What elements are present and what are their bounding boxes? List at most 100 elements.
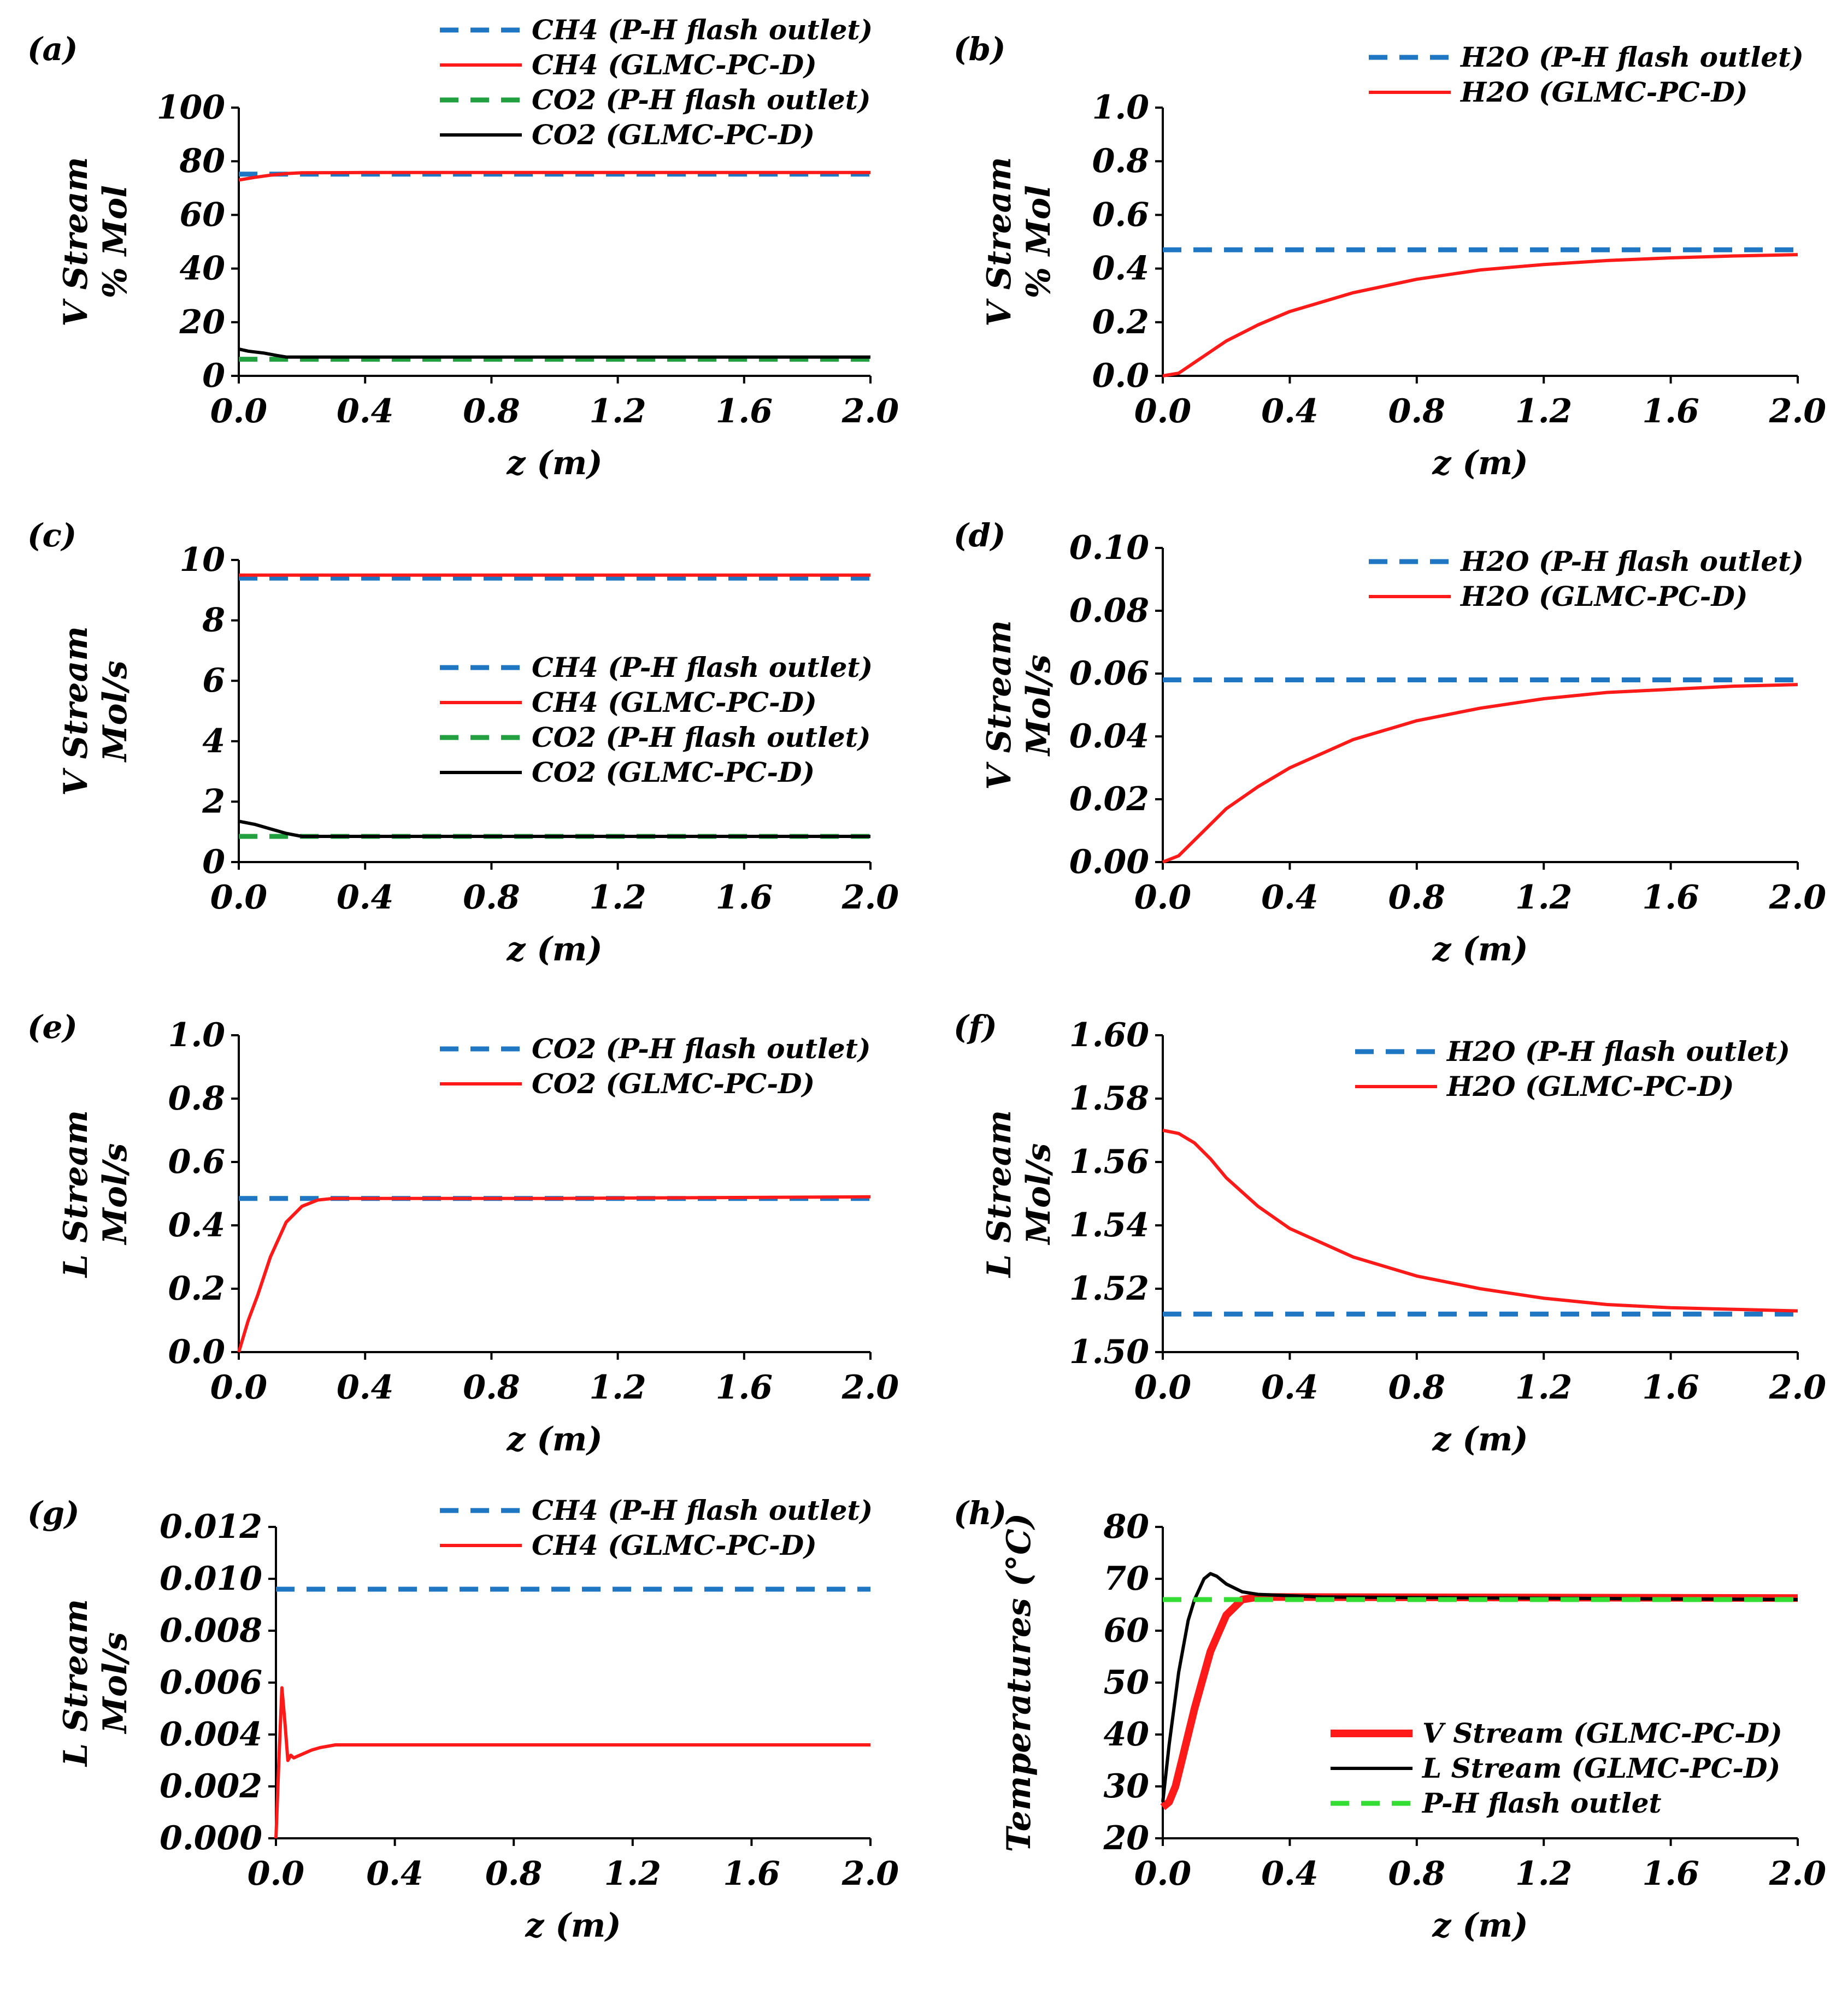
panel-g-x-axis-label: z (m) (525, 1907, 621, 1945)
panel-b-x-tick-label: 1.6 (1642, 392, 1699, 430)
panel-c-y-tick-label: 4 (202, 722, 225, 760)
panel-f-y-tick-label: 1.54 (1069, 1206, 1149, 1244)
panel-e-y-tick-label: 0.8 (168, 1079, 225, 1118)
panel-f-legend-entry: H2O (GLMC-PC-D) (1446, 1070, 1734, 1102)
panel-h-x-tick-label: 0.0 (1134, 1855, 1192, 1893)
panel-c-x-tick-label: 0.0 (210, 878, 268, 917)
panel-a-series-co2-glmc-pc-d (238, 347, 870, 359)
panel-f-label: (f) (954, 1008, 997, 1046)
panel-h-label: (h) (954, 1495, 1007, 1532)
panel-h-x-tick-label: 1.6 (1642, 1855, 1699, 1893)
panel-a-legend: CH4 (P-H flash outlet)CH4 (GLMC-PC-D)CO2… (440, 14, 873, 151)
panel-f-x-tick-label: 0.0 (1134, 1368, 1192, 1407)
panel-d-y-tick-label: 0.06 (1069, 654, 1149, 693)
panel-b-label: (b) (954, 31, 1005, 68)
panel-c-y-tick-label: 2 (202, 782, 225, 821)
panel-b-y-tick-label: 0.6 (1092, 196, 1149, 234)
panel-c-y-axis-label: Mol/s (96, 660, 134, 763)
panel-g-y-tick-label: 0.004 (160, 1715, 262, 1754)
panel-c-x-tick-label: 1.6 (716, 878, 773, 917)
panel-c-legend-entry: CH4 (P-H flash outlet) (532, 651, 873, 683)
panel-a-y-axis-label: % Mol (96, 185, 134, 298)
panel-c-y-tick-label: 8 (202, 601, 225, 640)
panel-g-label: (g) (27, 1495, 79, 1532)
panel-d-legend-entry: H2O (P-H flash outlet) (1459, 545, 1804, 577)
panel-e-x-tick-label: 0.4 (337, 1368, 393, 1407)
panel-b-x-tick-label: 2.0 (1769, 392, 1827, 430)
panel-g-y-tick-label: 0.012 (160, 1508, 262, 1546)
panel-e-y-tick-label: 0.0 (168, 1333, 226, 1371)
panel-a-x-tick-label: 1.6 (716, 392, 773, 430)
panel-d-y-axis-label: V Stream (980, 620, 1019, 790)
panel-f-y-axis-label: L Stream (980, 1110, 1019, 1278)
panel-g-x-tick-label: 0.0 (248, 1855, 305, 1893)
panel-g-x-tick-label: 1.6 (723, 1855, 780, 1893)
panel-f-x-tick-label: 1.6 (1642, 1368, 1699, 1407)
panel-c-legend-entry: CH4 (GLMC-PC-D) (532, 686, 817, 718)
panel-c-x-tick-label: 0.8 (463, 878, 520, 917)
panel-f-y-tick-label: 1.60 (1069, 1016, 1149, 1054)
panel-b-y-tick-label: 0.4 (1092, 250, 1149, 288)
panel-a-legend-entry: CH4 (P-H flash outlet) (532, 14, 873, 46)
panel-d-x-tick-label: 2.0 (1769, 878, 1827, 917)
panel-c-label: (c) (27, 517, 76, 554)
panel-a-legend-entry: CO2 (GLMC-PC-D) (532, 119, 815, 151)
panel-a-x-tick-label: 2.0 (841, 392, 899, 430)
panel-a-legend-entry: CO2 (P-H flash outlet) (532, 84, 870, 116)
panel-h-x-axis-label: z (m) (1432, 1907, 1528, 1945)
panel-f-series-h2o-glmc-pc-d (1162, 1129, 1798, 1313)
panel-d-y-tick-label: 0.02 (1069, 780, 1149, 818)
panel-a-y-tick-label: 60 (180, 196, 226, 234)
panel-a-y-tick-label: 20 (179, 303, 226, 341)
panel-b-y-tick-label: 0.0 (1092, 357, 1150, 395)
panel-c-x-tick-label: 2.0 (841, 878, 899, 917)
panel-d-legend: H2O (P-H flash outlet)H2O (GLMC-PC-D) (1369, 545, 1804, 612)
panel-g-y-tick-label: 0.008 (160, 1612, 262, 1650)
panel-f-x-tick-label: 1.2 (1515, 1368, 1572, 1407)
panel-e-legend-entry: CO2 (GLMC-PC-D) (532, 1067, 815, 1100)
panel-e-y-tick-label: 0.2 (168, 1270, 225, 1308)
panel-c-y-tick-label: 10 (180, 541, 226, 579)
panel-e-series-co2-glmc-pc-d (237, 1195, 871, 1353)
panel-g-y-axis-label: Mol/s (96, 1632, 134, 1735)
panel-b-x-tick-label: 0.4 (1261, 392, 1318, 430)
panel-c-x-tick-label: 0.4 (337, 878, 393, 917)
panel-f-y-tick-label: 1.56 (1069, 1143, 1149, 1181)
panel-e-x-tick-label: 0.8 (463, 1368, 520, 1407)
panel-e-x-tick-label: 2.0 (841, 1368, 899, 1407)
panel-g-y-tick-label: 0.006 (160, 1663, 262, 1702)
panel-b-x-axis-label: z (m) (1432, 444, 1528, 482)
panel-b-legend-entry: H2O (GLMC-PC-D) (1459, 76, 1748, 108)
panel-h-y-axis-label: Temperatures (°C) (1000, 1513, 1038, 1852)
panel-b-y-axis-label: V Stream (980, 157, 1019, 327)
panel-g-y-tick-label: 0.000 (160, 1819, 262, 1857)
panel-b-y-tick-label: 0.2 (1092, 303, 1149, 341)
panel-e: (e) 0.0 0.4 0.8 1.2 1.6 2.0 0.0 0.2 0.4 0.6 0.8 1.0 z… (27, 1008, 899, 1459)
panel-b: (b) 0.0 0.4 0.8 1.2 1.6 2.0 0.0 0.2 0.4 0.6 0.8 1.0 z… (954, 31, 1826, 482)
panel-e-x-tick-label: 1.6 (716, 1368, 773, 1407)
panel-d-x-axis-label: z (m) (1432, 930, 1528, 969)
panel-f-y-tick-label: 1.50 (1069, 1333, 1149, 1371)
panel-c-y-tick-label: 6 (202, 662, 225, 700)
panel-c-y-axis-label: V Stream (57, 626, 95, 796)
panel-h-x-tick-label: 1.2 (1515, 1855, 1572, 1893)
panel-b-x-tick-label: 0.8 (1388, 392, 1445, 430)
panel-b-series-h2o-glmc-pc-d (1162, 253, 1798, 377)
panel-h-x-tick-label: 0.4 (1261, 1855, 1318, 1893)
panel-b-y-tick-label: 1.0 (1092, 89, 1150, 127)
panel-a-y-tick-label: 80 (179, 142, 226, 180)
panel-f-x-tick-label: 2.0 (1769, 1368, 1827, 1407)
panel-f-y-tick-label: 1.52 (1069, 1270, 1149, 1308)
panel-g-x-tick-label: 2.0 (841, 1855, 899, 1893)
panel-f: (f) 0.0 0.4 0.8 1.2 1.6 2.0 1.50 1.52 1.54 1.56 1.5… (954, 1008, 1826, 1459)
panel-a-y-tick-label: 40 (180, 250, 226, 288)
panel-b-y-axis-label: % Mol (1020, 185, 1058, 298)
panel-h-y-tick-label: 30 (1104, 1767, 1150, 1806)
panel-f-x-axis-label: z (m) (1432, 1420, 1528, 1459)
panel-d-x-tick-label: 1.2 (1515, 878, 1572, 917)
panel-e-x-tick-label: 0.0 (210, 1368, 268, 1407)
panel-e-x-tick-label: 1.2 (589, 1368, 646, 1407)
panel-a-x-tick-label: 0.8 (463, 392, 520, 430)
panel-d-x-tick-label: 0.0 (1134, 878, 1192, 917)
